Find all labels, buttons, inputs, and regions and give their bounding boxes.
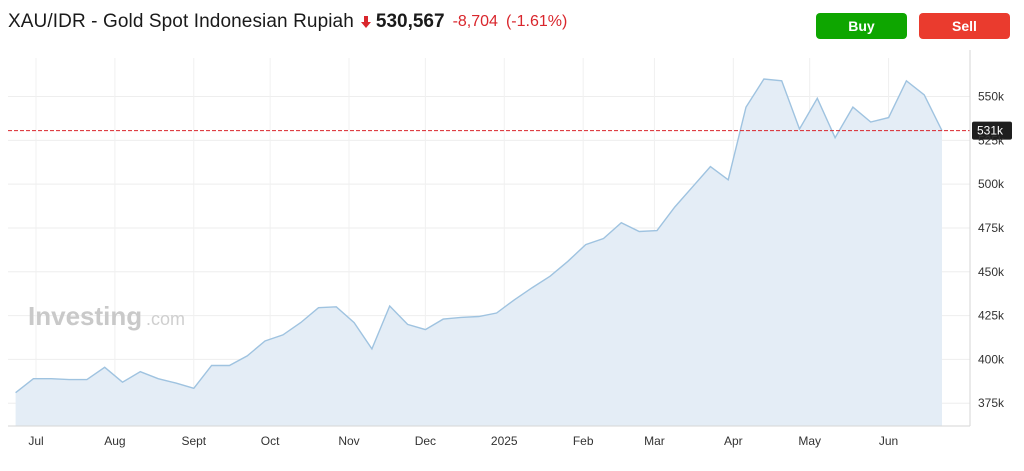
price-series — [15, 78, 943, 426]
x-tick-label: Aug — [104, 434, 125, 448]
price-line — [15, 78, 943, 394]
x-tick-label: Dec — [415, 434, 436, 448]
x-tick-label: Feb — [573, 434, 594, 448]
x-tick-label: 2025 — [491, 434, 518, 448]
y-tick-label: 525k — [978, 133, 1005, 147]
chart-header: XAU/IDR - Gold Spot Indonesian Rupiah 53… — [8, 9, 567, 35]
sell-button[interactable]: Sell — [919, 13, 1010, 39]
last-price: 530,567 — [375, 11, 445, 32]
y-tick-label: 500k — [978, 177, 1005, 191]
current-price-line: 531k — [8, 121, 1012, 140]
buy-button[interactable]: Buy — [816, 13, 907, 39]
price-change-percent: (-1.61%) — [505, 13, 568, 30]
y-tick-label: 425k — [978, 309, 1005, 323]
instrument-title: XAU/IDR - Gold Spot Indonesian Rupiah — [8, 11, 354, 32]
arrow-down-icon — [360, 16, 371, 28]
x-tick-label: Apr — [724, 434, 743, 448]
x-tick-label: Mar — [644, 434, 665, 448]
price-area — [15, 79, 943, 426]
y-tick-label: 475k — [978, 221, 1005, 235]
watermark-suffix: .com — [146, 309, 185, 329]
x-tick-label: Nov — [338, 434, 359, 448]
price-change: -8,704 — [452, 13, 498, 30]
x-tick-label: Sept — [181, 434, 206, 448]
y-tick-label: 375k — [978, 396, 1005, 410]
x-tick-label: Jun — [879, 434, 898, 448]
x-tick-label: May — [798, 434, 821, 448]
y-tick-label: 400k — [978, 352, 1005, 366]
watermark-brand: Investing — [28, 301, 142, 331]
x-tick-label: Oct — [261, 434, 280, 448]
y-tick-label: 550k — [978, 90, 1005, 104]
current-price-badge — [972, 121, 1012, 140]
current-price-label: 531k — [977, 124, 1004, 138]
chart-axes: 375k 400k 425k 450k 475k 500k 525k 550k Jul Aug Se… — [8, 50, 1005, 448]
x-tick-label: Jul — [28, 434, 43, 448]
y-tick-label: 450k — [978, 265, 1005, 279]
